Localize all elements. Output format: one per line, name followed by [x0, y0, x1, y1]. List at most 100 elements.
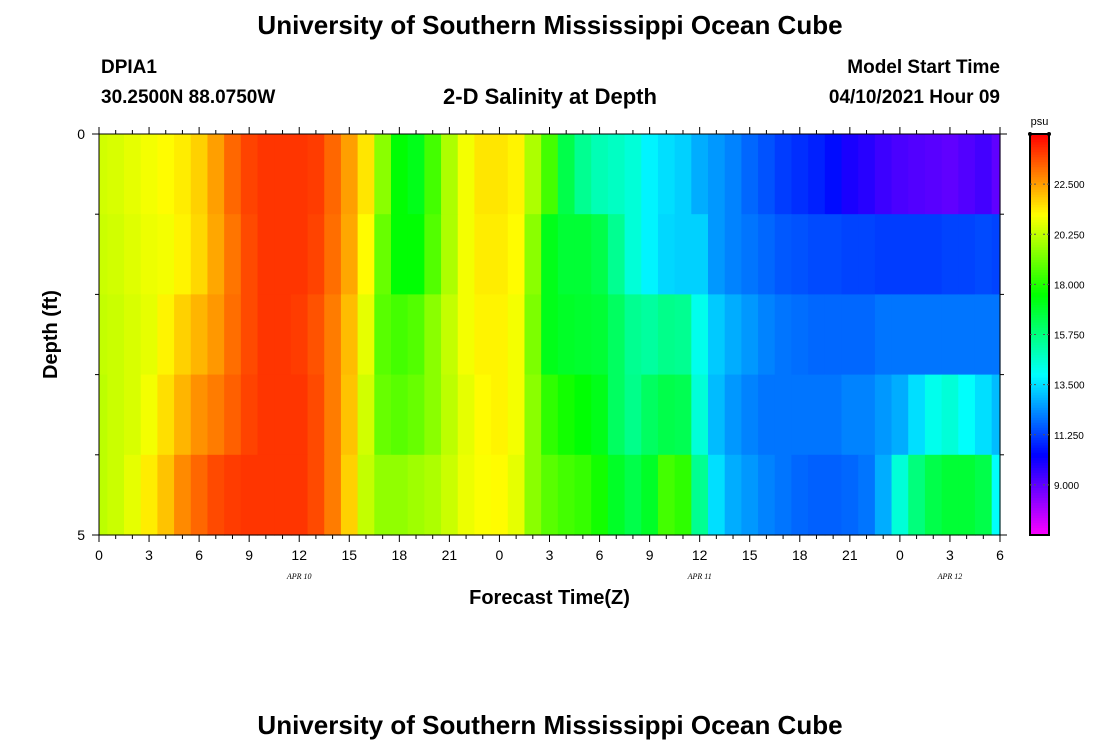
- colorbar-segment: [1030, 454, 1049, 458]
- colorbar-segment: [1030, 284, 1049, 288]
- x-tick-label: 18: [392, 547, 408, 563]
- heatmap-cell: [941, 214, 959, 295]
- heatmap-cell: [407, 374, 425, 456]
- heatmap-cell: [390, 134, 409, 215]
- heatmap-cell: [340, 454, 359, 536]
- heatmap-cell: [324, 294, 342, 376]
- colorbar-segment: [1030, 289, 1049, 293]
- heatmap-cell: [891, 214, 909, 295]
- heatmap-cell: [624, 294, 642, 376]
- colorbar: 22.500 20.250 18.000 15.750 13.500 11.250 9.00…: [1028, 132, 1085, 536]
- colorbar-segment: [1030, 524, 1049, 529]
- heatmap-cell: [741, 454, 759, 536]
- x-tick-label: 21: [442, 547, 458, 563]
- heatmap-cell: [290, 134, 309, 215]
- heatmap-cell: [591, 374, 609, 456]
- colorbar-segment: [1030, 226, 1049, 230]
- heatmap-cell: [457, 294, 476, 376]
- colorbar-segment: [1030, 489, 1049, 493]
- colorbar-tick-label: 20.250: [1054, 230, 1085, 241]
- heatmap-cell: [99, 374, 108, 456]
- heatmap-cell: [224, 454, 242, 536]
- heatmap-cell: [891, 454, 909, 536]
- heatmap-cell: [791, 214, 809, 295]
- colorbar-segment: [1030, 444, 1049, 448]
- heatmap-cell: [624, 214, 642, 295]
- colorbar-segment: [1030, 186, 1049, 190]
- heatmap-cell: [207, 374, 225, 456]
- heatmap-cell: [574, 294, 592, 376]
- heatmap-cell: [574, 374, 592, 456]
- heatmap-cell: [708, 454, 726, 536]
- heatmap-cell: [974, 294, 993, 376]
- heatmap-cell: [240, 374, 259, 456]
- heatmap-cell: [607, 134, 626, 215]
- heatmap-cell: [390, 294, 409, 376]
- heatmap-cell: [557, 134, 576, 215]
- colorbar-segment: [1030, 424, 1049, 428]
- heatmap-cell: [124, 374, 142, 456]
- colorbar-segment: [1030, 417, 1049, 421]
- heatmap-cell: [657, 214, 676, 295]
- heatmap-cell: [624, 374, 642, 456]
- colorbar-segment: [1030, 352, 1049, 356]
- heatmap-cell: [758, 454, 776, 536]
- colorbar-segment: [1030, 316, 1049, 321]
- heatmap-cell: [691, 294, 709, 376]
- x-tick-label: 3: [546, 547, 554, 563]
- colorbar-segment: [1030, 264, 1049, 268]
- heatmap-cell: [507, 214, 526, 295]
- colorbar-segment: [1030, 171, 1049, 175]
- colorbar-segment: [1030, 517, 1049, 521]
- colorbar-segment: [1030, 204, 1049, 208]
- heatmap-cell: [407, 454, 425, 536]
- colorbar-segment: [1030, 184, 1049, 188]
- colorbar-segment: [1030, 364, 1049, 368]
- heatmap-cell: [157, 374, 175, 456]
- heatmap-cell: [657, 294, 676, 376]
- heatmap-cell: [290, 214, 309, 295]
- heatmap-cell: [491, 454, 509, 536]
- heatmap-cell: [674, 134, 692, 215]
- colorbar-segment: [1030, 146, 1049, 150]
- heatmap-cell: [924, 214, 943, 295]
- heatmap-cell: [541, 454, 559, 536]
- heatmap-cell: [507, 134, 526, 215]
- colorbar-segment: [1030, 301, 1049, 306]
- heatmap-cell: [774, 134, 793, 215]
- heatmap-cell: [958, 214, 976, 295]
- date-label: APR 12: [937, 572, 963, 581]
- heatmap-cell: [357, 214, 375, 295]
- heatmap-cell: [574, 214, 592, 295]
- colorbar-segment: [1030, 419, 1049, 423]
- heatmap-cell: [591, 454, 609, 536]
- heatmap-cell: [174, 134, 192, 215]
- heatmap-cell: [607, 294, 626, 376]
- date-label: APR 11: [687, 572, 712, 581]
- colorbar-segment: [1030, 154, 1049, 158]
- heatmap-cell: [340, 374, 359, 456]
- colorbar-segment: [1030, 407, 1049, 411]
- colorbar-segment: [1030, 221, 1049, 225]
- heatmap-cell: [824, 134, 843, 215]
- colorbar-segment: [1030, 209, 1049, 213]
- colorbar-segment: [1030, 362, 1049, 366]
- colorbar-segment: [1030, 429, 1049, 433]
- heatmap-cell: [541, 294, 559, 376]
- colorbar-segment: [1030, 404, 1049, 408]
- heatmap-cell: [708, 214, 726, 295]
- heatmap-cell: [491, 134, 509, 215]
- heatmap-cell: [991, 134, 1001, 215]
- heatmap-cell: [441, 294, 459, 376]
- heatmap-cell: [924, 374, 943, 456]
- x-tick-label: 9: [646, 547, 654, 563]
- heatmap-cell: [274, 454, 292, 536]
- heatmap-cell: [791, 374, 809, 456]
- heatmap-cell: [808, 454, 826, 536]
- heatmap-cell: [641, 374, 659, 456]
- heatmap-cell: [307, 294, 325, 376]
- colorbar-tick-label: 22.500: [1054, 180, 1085, 191]
- heatmap-cell: [858, 134, 876, 215]
- heatmap-cell: [374, 294, 392, 376]
- heatmap-cell: [858, 454, 876, 536]
